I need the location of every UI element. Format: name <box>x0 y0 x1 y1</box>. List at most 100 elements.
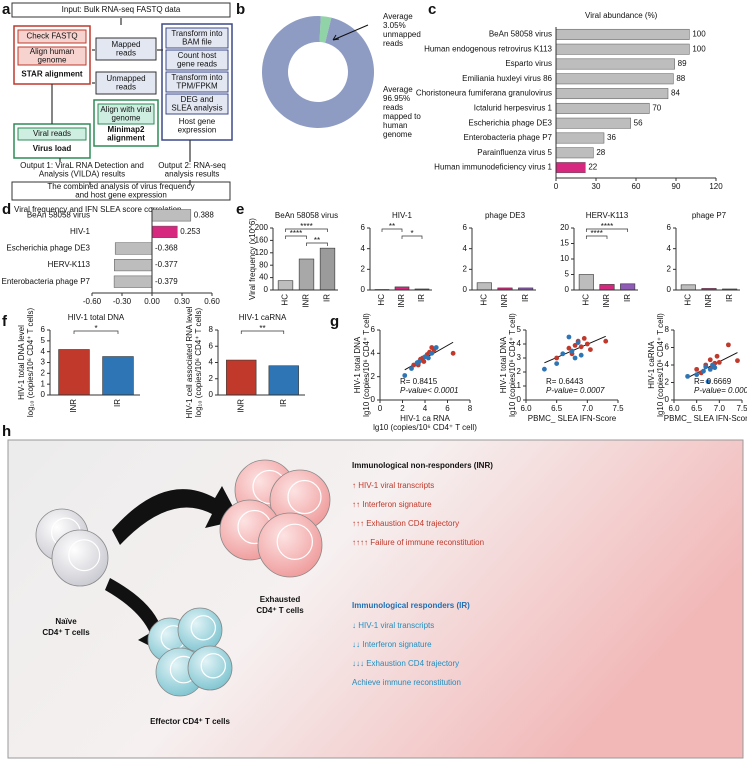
annotation: R= 0.6669 <box>694 377 732 386</box>
pie-label: reads <box>383 103 403 112</box>
y-tick-label: 0 <box>565 285 570 294</box>
inr-item: ↑ HIV-1 viral transcripts <box>352 481 434 490</box>
chart-title: phage DE3 <box>485 211 526 220</box>
y-tick-label: 3 <box>517 353 522 362</box>
x-tick-label: 4 <box>423 404 428 413</box>
panel-label: h <box>2 423 11 440</box>
point <box>588 347 593 352</box>
point <box>402 373 408 378</box>
bar <box>319 247 336 291</box>
value-label: -0.368 <box>155 244 178 253</box>
category-label: HERV-K113 <box>48 260 91 269</box>
category-label: BeAn 58058 virus <box>27 210 90 219</box>
y-tick-label: 4 <box>371 348 376 357</box>
x-tick-label: 120 <box>709 182 723 191</box>
point <box>554 361 560 366</box>
x-tick-label: INR <box>704 294 713 308</box>
x-tick-label: IR <box>113 399 122 407</box>
nucleus <box>287 479 322 515</box>
point <box>572 355 578 361</box>
point <box>411 362 417 368</box>
x-tick-label: 2 <box>400 404 405 413</box>
value-label: -0.377 <box>155 260 178 269</box>
panel-label: e <box>236 201 244 218</box>
point <box>584 341 590 347</box>
y-tick-label: 2 <box>209 374 214 383</box>
pie-slice <box>262 15 375 129</box>
x-tick-label: IR <box>279 399 288 407</box>
y-tick-label: 2 <box>463 264 468 273</box>
chart-title: BeAn 58058 virus <box>275 211 338 220</box>
y-tick-label: 0 <box>209 390 214 399</box>
significance-bracket <box>240 330 285 334</box>
x-tick-label: 7.5 <box>612 404 624 413</box>
x-tick-label: INR <box>236 399 245 413</box>
y-tick-label: 10 <box>560 254 569 263</box>
y-tick-label: 15 <box>560 239 569 248</box>
x-tick-label: IR <box>417 294 426 302</box>
y-tick-label: 4 <box>41 347 46 356</box>
bar <box>555 58 675 70</box>
bar <box>151 209 192 222</box>
y-tick-label: 2 <box>41 368 46 377</box>
annotation: P-value< 0.0001 <box>400 386 459 395</box>
y-tick-label: 4 <box>665 360 670 369</box>
flow-text: Host gene <box>179 117 216 126</box>
flow-text: Unmapped <box>106 74 145 83</box>
flow-text: expression <box>178 125 217 134</box>
cell-label: CD4⁺ T cells <box>256 606 304 615</box>
bar <box>555 117 631 129</box>
nucleus <box>276 523 313 561</box>
cell-label: CD4⁺ T cells <box>42 628 90 637</box>
point <box>578 352 584 358</box>
category-label: Enterobacteria phage P7 <box>1 277 90 286</box>
y-tick-label: 2 <box>665 378 670 387</box>
x-tick-label: HC <box>581 294 590 306</box>
y-tick-label: 6 <box>665 343 670 352</box>
y-tick-label: 4 <box>361 244 366 253</box>
bar <box>578 274 594 291</box>
flow-box <box>17 46 87 66</box>
significance-label: * <box>410 229 413 238</box>
y-axis-label: HIV-1 total DNA level <box>17 325 26 400</box>
y-tick-label: 80 <box>259 260 268 269</box>
flow-box <box>11 2 231 18</box>
x-tick-label: HC <box>281 294 290 306</box>
bar <box>680 284 696 291</box>
nucleus <box>68 539 101 572</box>
category-label: HIV-1 <box>70 227 91 236</box>
x-axis-label: PBMC_ SLEA IFN-Score <box>528 414 617 423</box>
y-tick-label: 6 <box>667 223 672 232</box>
group-box <box>161 23 233 141</box>
cell-label: Exhausted <box>260 595 301 604</box>
y-tick-label: 160 <box>255 236 269 245</box>
y-axis-label: HIV-1 caRNA <box>647 341 656 389</box>
point <box>560 351 566 357</box>
chart-title: HIV-1 total DNA <box>68 313 125 322</box>
bar <box>102 356 134 396</box>
y-tick-label: 200 <box>255 223 269 232</box>
point <box>685 373 690 379</box>
pie-label: mapped to <box>383 112 421 121</box>
x-tick-label: IR <box>521 294 530 302</box>
point <box>416 359 422 364</box>
x-tick-label: 60 <box>632 182 641 191</box>
flow-box <box>165 49 229 71</box>
flow-text: Align human <box>30 47 74 56</box>
flow-text: genome <box>38 55 67 64</box>
x-tick-label: INR <box>69 399 78 413</box>
bar <box>555 43 690 55</box>
ir-heading: Immunological responders (IR) <box>352 601 470 610</box>
ir-item: ↓↓ Interferon signature <box>352 640 432 649</box>
value-label: 56 <box>634 118 643 127</box>
x-tick-label: IR <box>623 294 632 302</box>
chart-title: HERV-K113 <box>586 211 629 220</box>
x-tick-label: INR <box>302 294 311 308</box>
y-tick-label: 0 <box>665 395 670 404</box>
chart-title: HIV-1 caRNA <box>239 313 287 322</box>
x-tick-label: 0 <box>554 182 559 191</box>
y-tick-label: 2 <box>517 367 522 376</box>
x-tick-label: 90 <box>672 182 681 191</box>
flow-text: Input: Bulk RNA-seq FASTQ data <box>62 5 181 14</box>
point <box>569 348 575 354</box>
